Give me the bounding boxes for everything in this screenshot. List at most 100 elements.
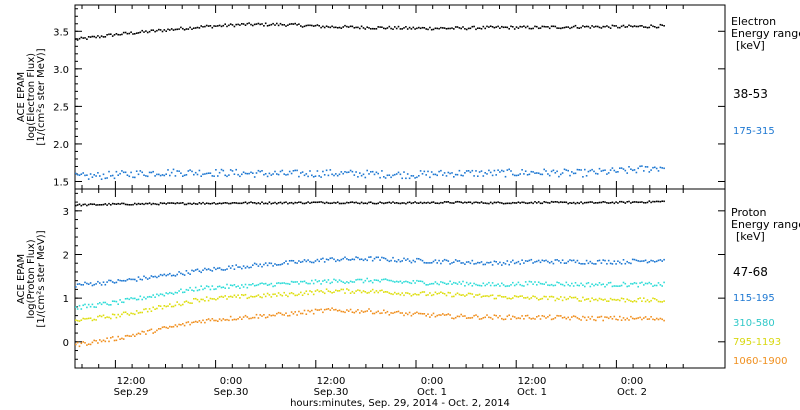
proton-point [617,298,619,301]
electron-point [429,26,431,29]
proton-point [589,285,592,288]
electron-point [167,28,169,31]
electron-point [320,176,322,178]
proton-point [552,296,555,298]
proton-point [469,292,472,295]
proton-point [593,202,595,204]
proton-point [89,282,92,284]
proton-point [571,202,573,204]
proton-point [259,296,261,298]
electron-point [359,172,361,174]
proton-point [159,273,162,276]
proton-point [432,293,435,296]
proton-point [75,343,77,346]
proton-point [270,282,273,285]
proton-point [165,274,167,277]
proton-point [263,293,265,296]
electron-point [493,169,496,172]
proton-point [421,280,424,283]
proton-point [560,201,562,203]
proton-point [523,297,525,299]
proton-point [283,314,285,316]
electron-point [591,168,593,171]
proton-point [613,285,616,287]
proton-point [233,284,236,286]
proton-point [403,281,405,283]
proton-point [421,202,424,205]
electron-point [386,174,389,177]
proton-point [644,316,647,318]
electron-point [248,172,250,175]
proton-point [134,297,136,300]
electron-point [443,172,446,174]
proton-point [643,201,645,204]
proton-point [547,201,549,204]
electron-point [111,35,114,37]
proton-point [447,291,450,294]
electron-point [377,26,379,28]
proton-point [493,201,496,204]
electron-y-tick-label: 3.0 [53,65,69,76]
electron-point [325,25,328,27]
electron-point [613,25,616,27]
proton-point [641,318,643,321]
proton-point [353,292,356,294]
proton-point [445,314,448,316]
proton-point [451,283,453,285]
proton-point [607,317,610,320]
proton-point [170,292,173,294]
proton-point [643,284,645,286]
proton-point [567,283,569,286]
proton-point [323,261,326,263]
proton-point [122,202,125,205]
proton-point [482,317,485,319]
proton-point [111,202,114,205]
proton-point [504,285,507,288]
proton-point [318,201,320,203]
proton-point [394,202,396,204]
proton-point [631,317,634,320]
proton-point [454,201,457,203]
proton-point [202,201,204,204]
proton-point [412,259,415,262]
proton-point [508,314,510,316]
proton-point [362,311,365,313]
proton-point [281,294,284,297]
proton-point [222,286,225,288]
proton-point [453,202,455,204]
proton-point [646,261,649,264]
proton-point [266,284,269,286]
electron-point [580,26,582,29]
proton-point [215,203,217,205]
electron-point [567,26,569,28]
electron-point [122,171,125,174]
proton-point [440,281,442,283]
electron-point [124,171,127,174]
proton-point [300,280,302,283]
proton-point [255,313,258,316]
proton-point [104,317,107,319]
electron-point [338,26,341,29]
proton-point [388,260,391,263]
proton-point [593,263,595,265]
electron-point [211,26,214,29]
electron-point [178,170,180,172]
proton-point [167,273,169,276]
electron-point [154,175,156,177]
proton-point [102,339,105,342]
proton-point [145,333,147,335]
proton-point [628,262,630,264]
electron-point [305,24,308,27]
proton-point [305,290,308,292]
proton-point [419,280,422,282]
proton-point [637,285,639,288]
proton-point [141,330,143,333]
proton-point [209,288,212,291]
proton-point [311,279,313,282]
electron-point [126,174,129,176]
electron-point [176,170,178,172]
electron-point [329,169,332,171]
electron-point [353,27,356,29]
proton-point [464,295,466,297]
x-tick-date-1: Sep.29 [114,387,149,398]
